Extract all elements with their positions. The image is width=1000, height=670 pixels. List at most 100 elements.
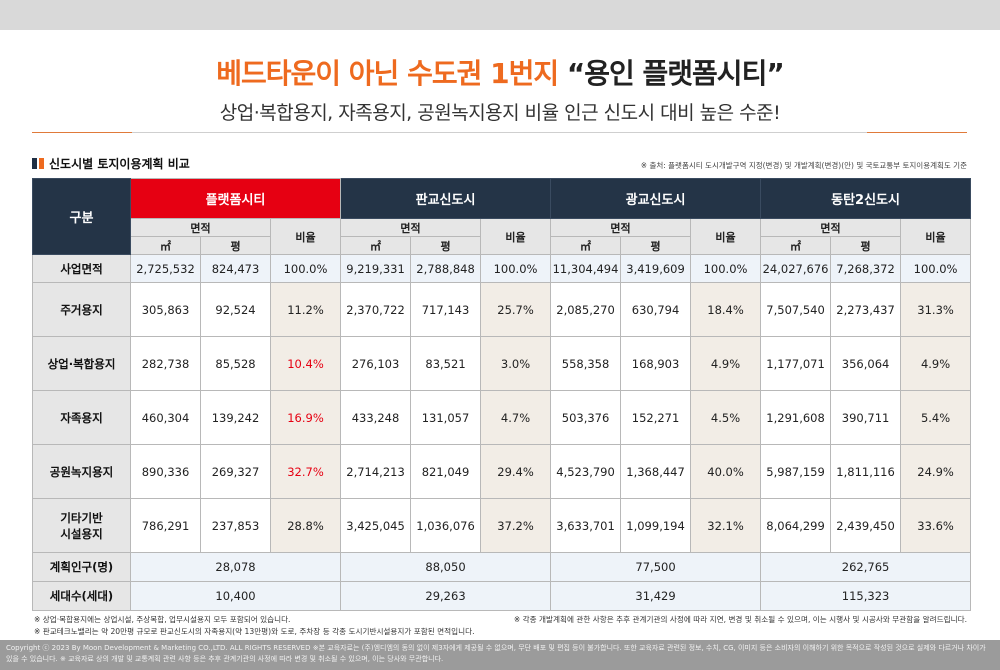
row-label-line1: 기타기반: [60, 510, 103, 525]
table-cell: 11.2%: [269, 282, 342, 337]
top-bar: [0, 0, 1000, 30]
city-header-gwanggyo: 광교신도시: [550, 178, 762, 219]
table-cell: 786,291: [130, 498, 201, 553]
table-cell: 276,103: [340, 336, 412, 391]
table-cell: 131,057: [410, 390, 482, 445]
pyeong-header: 평: [620, 236, 692, 255]
sqm-header: ㎡: [760, 236, 832, 255]
table-cell: 630,794: [620, 282, 692, 337]
table-cell: 168,903: [620, 336, 692, 391]
divider-middle: [132, 132, 867, 133]
table-cell: 33.6%: [900, 498, 972, 553]
sqm-header: ㎡: [340, 236, 412, 255]
pyeong-header: 평: [200, 236, 271, 255]
table-cell: 7,268,372: [830, 254, 902, 283]
copyright-text: Copyright ⓒ 2023 By Moon Development & M…: [6, 644, 986, 663]
table-cell: 4.7%: [480, 390, 552, 445]
area-header: 면적: [340, 218, 482, 237]
source-note: ※ 출처: 플랫폼시티 도시개발구역 지정(변경) 및 개발계획(변경)(안) …: [640, 161, 967, 170]
row-label: 계획인구(명): [32, 552, 131, 582]
table-cell: 83,521: [410, 336, 482, 391]
table-cell: 40.0%: [690, 444, 762, 499]
footnote-3: ※ 각종 개발계획에 관한 사항은 추후 관계기관의 사정에 따라 지연, 변경…: [513, 615, 967, 624]
table-cell: 24,027,676: [760, 254, 832, 283]
table-cell: 32.1%: [690, 498, 762, 553]
ratio-header: 비율: [269, 218, 342, 255]
table-cell: 4,523,790: [550, 444, 622, 499]
table-row: 상업·복합용지 282,738 85,528 10.4% 276,103 83,…: [32, 336, 972, 391]
page-title: 베드타운이 아닌 수도권 1번지 “용인 플랫폼시티”: [0, 52, 1000, 92]
table-cell: 305,863: [130, 282, 201, 337]
table-cell: 3.0%: [480, 336, 552, 391]
section-title: 신도시별 토지이용계획 비교: [49, 157, 190, 171]
population-cell: 262,765: [760, 552, 972, 582]
title-part1: 베드타운이 아닌 수도권 1번지: [216, 57, 567, 90]
table-cell: 5,987,159: [760, 444, 832, 499]
table-cell: 11,304,494: [550, 254, 622, 283]
footnote-1: ※ 상업·복합용지에는 상업시설, 주상복합, 업무시설용지 모두 포함되어 있…: [34, 615, 291, 624]
area-header: 면적: [130, 218, 271, 237]
table-cell: 1,811,116: [830, 444, 902, 499]
ratio-header: 비율: [690, 218, 762, 255]
table-cell: 1,368,447: [620, 444, 692, 499]
copyright-bar: Copyright ⓒ 2023 By Moon Development & M…: [0, 640, 1000, 670]
table-cell: 2,439,450: [830, 498, 902, 553]
row-label: 세대수(세대): [32, 581, 131, 611]
table-cell: 1,177,071: [760, 336, 832, 391]
table-cell: 152,271: [620, 390, 692, 445]
table-cell: 3,419,609: [620, 254, 692, 283]
table-row: 세대수(세대) 10,400 29,263 31,429 115,323: [32, 581, 972, 611]
city-header-dongtan2: 동탄2신도시: [760, 178, 972, 219]
population-cell: 77,500: [550, 552, 762, 582]
table-cell: 282,738: [130, 336, 201, 391]
table-cell: 2,725,532: [130, 254, 201, 283]
land-use-table: 구분 플랫폼시티 판교신도시 광교신도시 동탄2신도시 면적 비율 면적 비율 …: [32, 178, 972, 611]
table-cell: 2,273,437: [830, 282, 902, 337]
title-part2: “용인 플랫폼시티”: [566, 57, 785, 90]
ratio-header: 비율: [480, 218, 552, 255]
table-cell: 4.9%: [690, 336, 762, 391]
household-cell: 10,400: [129, 581, 342, 611]
table-row: 기타기반 시설용지 786,291 237,853 28.8% 3,425,045…: [32, 498, 972, 553]
corner-header: 구분: [32, 178, 131, 255]
footnote-2: ※ 판교테크노밸리는 약 20만평 규모로 판교신도시의 자족용지(약 13만평…: [34, 627, 475, 636]
table-cell: 1,099,194: [620, 498, 692, 553]
table-cell: 139,242: [200, 390, 271, 445]
table-cell: 25.7%: [480, 282, 552, 337]
row-label-line2: 시설용지: [60, 526, 103, 541]
table-cell: 890,336: [130, 444, 201, 499]
table-cell-highlight: 10.4%: [269, 336, 342, 391]
table-cell: 558,358: [550, 336, 622, 391]
row-label: 사업면적: [32, 254, 131, 283]
table-cell: 237,853: [200, 498, 271, 553]
table-cell: 4.5%: [690, 390, 762, 445]
sqm-header: ㎡: [550, 236, 622, 255]
city-header-pangyo: 판교신도시: [340, 178, 552, 219]
table-cell: 3,633,701: [550, 498, 622, 553]
table-cell: 85,528: [200, 336, 271, 391]
table-cell: 18.4%: [690, 282, 762, 337]
table-cell: 8,064,299: [760, 498, 832, 553]
divider-left: [32, 132, 132, 133]
table-row: 사업면적 2,725,532 824,473 100.0% 9,219,331 …: [32, 254, 972, 283]
table-cell: 503,376: [550, 390, 622, 445]
table-cell: 29.4%: [480, 444, 552, 499]
pyeong-header: 평: [410, 236, 482, 255]
row-label: 주거용지: [32, 282, 131, 337]
row-label: 자족용지: [32, 390, 131, 445]
table-cell: 100.0%: [690, 254, 762, 283]
table-cell: 2,370,722: [340, 282, 412, 337]
table-cell: 821,049: [410, 444, 482, 499]
ratio-header: 비율: [900, 218, 972, 255]
table-cell: 269,327: [200, 444, 271, 499]
table-cell: 100.0%: [269, 254, 342, 283]
table-cell: 1,036,076: [410, 498, 482, 553]
table-cell: 356,064: [830, 336, 902, 391]
table-row: 계획인구(명) 28,078 88,050 77,500 262,765: [32, 552, 972, 582]
table-cell: 7,507,540: [760, 282, 832, 337]
table-row: 자족용지 460,304 139,242 16.9% 433,248 131,0…: [32, 390, 972, 445]
household-cell: 115,323: [760, 581, 972, 611]
table-cell: 92,524: [200, 282, 271, 337]
area-header: 면적: [760, 218, 902, 237]
table-cell: 1,291,608: [760, 390, 832, 445]
